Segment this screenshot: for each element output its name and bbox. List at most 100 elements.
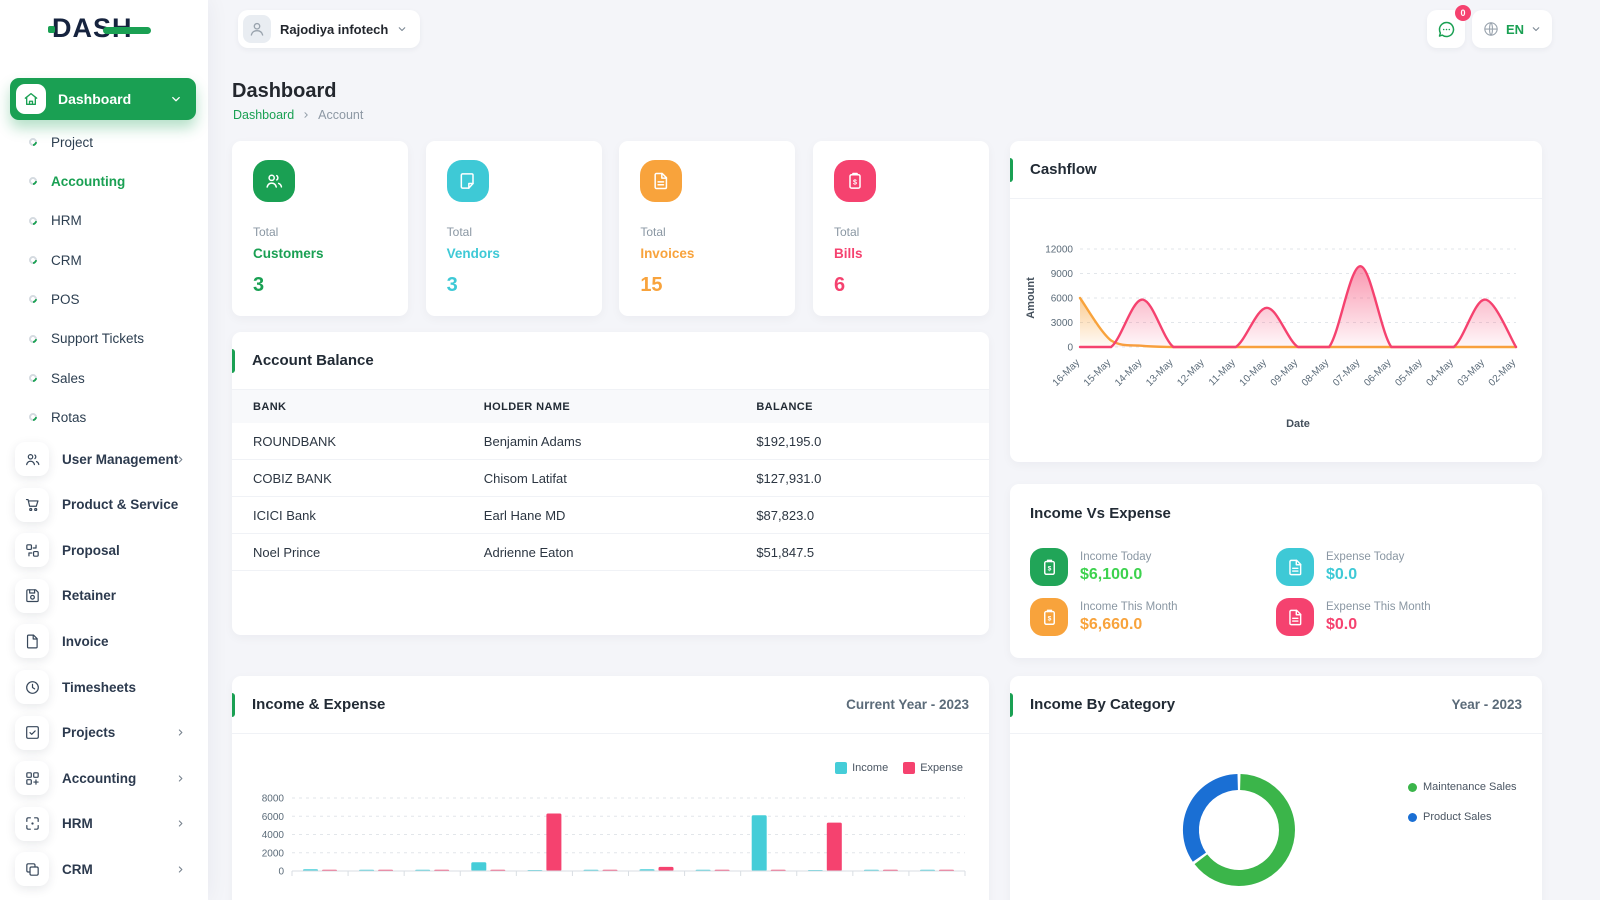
svg-text:2000: 2000 — [262, 848, 285, 859]
sidebar-item-accounting[interactable]: Accounting — [0, 759, 208, 797]
svg-text:04-May: 04-May — [1424, 357, 1455, 388]
sidebar-item-hrm[interactable]: HRM — [0, 206, 208, 236]
bank-cell: ICICI Bank — [253, 507, 316, 523]
sidebar: DASH Dashboard Project Accounting HRM CRM PO… — [0, 0, 208, 900]
bank-cell: COBIZ BANK — [253, 470, 332, 486]
svg-text:03-May: 03-May — [1456, 357, 1487, 388]
svg-text:10-May: 10-May — [1238, 357, 1269, 388]
stat-value: $0.0 — [1326, 565, 1358, 583]
sidebar-item-sales[interactable]: Sales — [0, 363, 208, 393]
svg-text:14-May: 14-May — [1113, 357, 1144, 388]
sidebar-item-label: Timesheets — [62, 679, 137, 695]
stat-card-prefix: Total — [833, 225, 860, 239]
sidebar-item-project[interactable]: Project — [0, 127, 208, 157]
sidebar-item-hrm[interactable]: HRM — [0, 805, 208, 843]
stat-card-invoices: Total Invoices 15 — [619, 141, 796, 316]
income-by-category-legend: Maintenance Sales Product Sales — [1408, 778, 1517, 827]
income-vs-expense-panel: Income Vs Expense $ Income Today $6,100.0 E… — [1010, 484, 1542, 658]
table-header-row: BANK HOLDER NAME BALANCE — [232, 390, 989, 423]
income-by-category-period: Year - 2023 — [1451, 697, 1522, 712]
income-expense-title: Income & Expense — [252, 696, 386, 713]
clipboard-dollar-icon: $ — [849, 172, 861, 189]
balance-cell: $127,931.0 — [756, 470, 822, 486]
messages-button[interactable]: 0 — [1427, 5, 1471, 48]
chevron-right-icon — [304, 112, 308, 118]
chevron-down-icon — [172, 96, 180, 102]
globe-icon — [1484, 22, 1498, 36]
svg-text:16-May: 16-May — [1051, 357, 1082, 388]
stat-value: $6,100.0 — [1080, 565, 1143, 583]
sidebar-item-timesheets[interactable]: Timesheets — [0, 668, 208, 706]
svg-text:15-May: 15-May — [1082, 357, 1113, 388]
sidebar-item-accounting[interactable]: Accounting — [0, 166, 208, 196]
stat-expense-today: Expense Today $0.0 — [1276, 548, 1522, 586]
sidebar-item-label: User Management — [62, 451, 179, 467]
sidebar-item-pos[interactable]: POS — [0, 284, 208, 314]
stat-card-label: Customers — [253, 246, 324, 261]
check-square-icon — [25, 726, 39, 740]
stat-expense-this-month: Expense This Month $0.0 — [1276, 598, 1522, 636]
sidebar-item-invoice[interactable]: Invoice — [0, 622, 208, 660]
stat-card-customers: Total Customers 3 — [232, 141, 408, 316]
holder-cell: Adrienne Eaton — [483, 544, 574, 560]
circle-bullet-icon — [27, 215, 39, 227]
save-icon — [25, 589, 39, 603]
sidebar-item-user-management[interactable]: User Management — [0, 440, 208, 478]
stat-value: $0.0 — [1326, 615, 1358, 633]
income-by-category-chart — [1182, 774, 1295, 886]
note-icon — [460, 173, 474, 189]
language-dropdown[interactable]: EN — [1472, 10, 1553, 48]
users-icon — [266, 174, 283, 188]
table-row: COBIZ BANK Chisom Latifat $127,931.0 — [232, 460, 989, 497]
chevron-down-icon — [1530, 23, 1542, 35]
brand-logo[interactable]: DASH — [48, 13, 151, 44]
income-expense-period: Current Year - 2023 — [846, 697, 969, 712]
workspace-name: Rajodiya infotech — [280, 21, 389, 37]
home-icon — [24, 93, 38, 105]
sidebar-item-product-service[interactable]: Product & Service — [0, 486, 208, 524]
svg-text:06-May: 06-May — [1362, 357, 1393, 388]
sidebar-item-support-tickets[interactable]: Support Tickets — [0, 324, 208, 354]
stat-label: Expense This Month — [1326, 600, 1431, 613]
legend-item: Product Sales — [1408, 808, 1517, 827]
sidebar-item-crm[interactable]: CRM — [0, 245, 208, 275]
grid-icon — [25, 771, 39, 785]
svg-text:12-May: 12-May — [1175, 357, 1206, 388]
sidebar-item-label: Invoice — [62, 633, 109, 649]
sidebar-item-rotas[interactable]: Rotas — [0, 402, 208, 432]
circle-bullet-icon — [27, 254, 39, 266]
legend-item: Expense — [903, 762, 963, 774]
sidebar-item-retainer[interactable]: Retainer — [0, 577, 208, 615]
income-expense-legend: Income Expense — [835, 762, 963, 774]
page-title: Dashboard — [232, 80, 337, 102]
sidebar-item-projects[interactable]: Projects — [0, 714, 208, 752]
breadcrumb-root[interactable]: Dashboard — [233, 108, 295, 122]
income-expense-chart: 0 2000 4000 6000 8000 — [262, 794, 966, 878]
table-row: ICICI Bank Earl Hane MD $87,823.0 — [232, 497, 989, 534]
income-expense-panel: Income & Expense Current Year - 2023 Inc… — [232, 676, 989, 900]
svg-text:09-May: 09-May — [1269, 357, 1300, 388]
income-by-category-panel: Income By Category Year - 2023 Maintenan… — [1010, 676, 1542, 900]
circle-bullet-icon — [27, 136, 39, 148]
bank-cell: ROUNDBANK — [253, 433, 337, 449]
sidebar-item-dashboard-active[interactable]: Dashboard — [10, 78, 196, 120]
chevron-down-icon — [396, 23, 408, 35]
stat-card-value: 15 — [640, 274, 663, 296]
legend-dot-icon — [1408, 813, 1417, 822]
stat-label: Income This Month — [1080, 600, 1178, 613]
workspace-dropdown[interactable]: Rajodiya infotech — [238, 10, 421, 48]
table-body: ROUNDBANK Benjamin Adams $192,195.0 COBIZ B… — [232, 423, 989, 571]
chevron-down-icon — [1532, 27, 1540, 32]
svg-text:07-May: 07-May — [1331, 357, 1362, 388]
svg-text:9000: 9000 — [1051, 269, 1074, 280]
column-header: HOLDER NAME — [483, 400, 571, 413]
file-icon — [26, 634, 38, 649]
sidebar-item-crm[interactable]: CRM — [0, 850, 208, 888]
income-by-category-title: Income By Category — [1030, 696, 1176, 713]
stat-income-this-month: $ Income This Month $6,660.0 — [1030, 598, 1276, 636]
income-vs-expense-title: Income Vs Expense — [1030, 504, 1171, 522]
sidebar-item-proposal[interactable]: Proposal — [0, 531, 208, 569]
svg-text:02-May: 02-May — [1487, 357, 1518, 388]
copy-icon — [25, 863, 39, 876]
